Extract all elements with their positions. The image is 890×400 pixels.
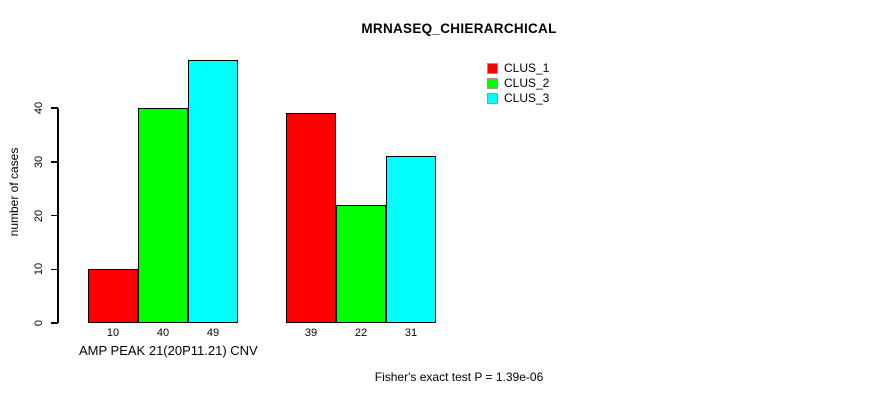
bar-clus_1-group2 (286, 113, 336, 323)
bar-clus_3-group1 (188, 60, 238, 323)
chart-title: MRNASEQ_CHIERARCHICAL (361, 21, 557, 36)
y-tick-mark (51, 214, 58, 217)
fisher-test-footnote: Fisher's exact test P = 1.39e-06 (374, 370, 544, 384)
y-tick-label: 10 (33, 263, 45, 276)
bar-clus_2-group1 (138, 108, 188, 323)
bar-clus_2-group2 (336, 205, 386, 323)
y-tick-label: 30 (33, 155, 45, 168)
legend-label: CLUS_2 (504, 76, 550, 90)
legend-label: CLUS_1 (504, 61, 550, 75)
bar-clus_1-group1 (88, 269, 138, 323)
x-axis-label: AMP PEAK 21(20P11.21) CNV (79, 343, 258, 358)
bar-value-label: 49 (206, 327, 220, 339)
bar-value-label: 40 (156, 327, 170, 339)
legend-swatch-icon (487, 63, 498, 74)
y-tick-mark (51, 107, 58, 109)
legend-swatch-icon (487, 93, 498, 104)
y-tick-label: 20 (33, 209, 45, 222)
legend-swatch-icon (487, 78, 498, 89)
legend-label: CLUS_3 (504, 91, 550, 105)
bar-value-label: 22 (354, 327, 368, 339)
bar-clus_3-group2 (386, 156, 436, 323)
bar-value-label: 39 (304, 327, 318, 339)
legend-item-clus_3: CLUS_3 (487, 91, 549, 106)
y-tick-mark (51, 268, 58, 270)
y-tick-mark (51, 161, 58, 163)
bar-value-label: 10 (106, 327, 120, 339)
y-tick-label: 0 (33, 319, 45, 327)
y-axis-label: number of cases (7, 147, 21, 237)
bar-value-label: 31 (404, 327, 418, 339)
legend: CLUS_1 CLUS_2 CLUS_3 (487, 61, 549, 106)
y-tick-mark (51, 322, 58, 324)
y-tick-label: 40 (33, 101, 45, 115)
legend-item-clus_1: CLUS_1 (487, 61, 549, 76)
legend-item-clus_2: CLUS_2 (487, 76, 549, 91)
